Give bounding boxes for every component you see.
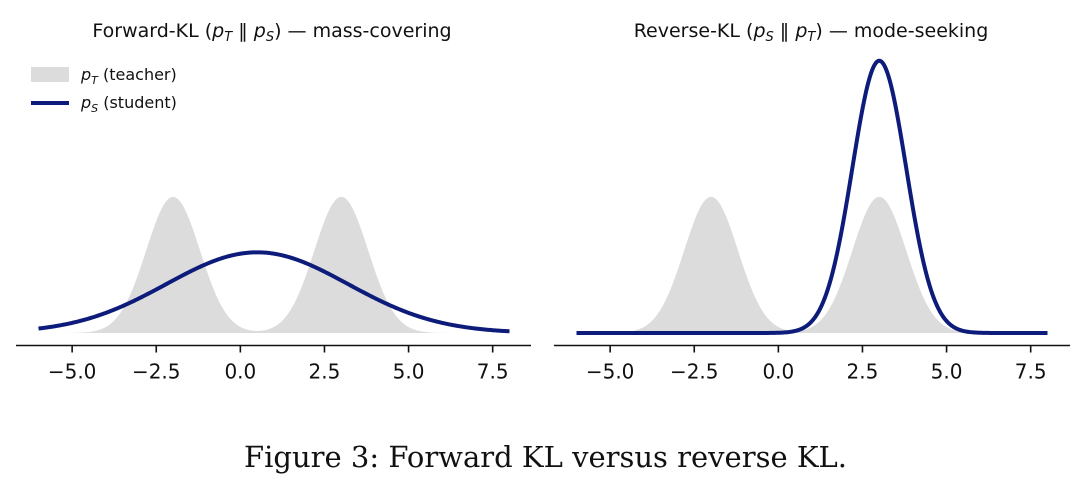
- panel-title-forward-kl: Forward-KL (pT ‖ pS) — mass-covering: [92, 20, 451, 45]
- legend-label-student: pS (student): [80, 93, 177, 115]
- x-tick-label: −2.5: [132, 360, 181, 384]
- x-tick-label: 5.0: [393, 360, 425, 384]
- legend: pT (teacher) pS (student): [31, 65, 177, 115]
- x-tick-label: 2.5: [309, 360, 341, 384]
- x-tick-label: 0.0: [224, 360, 256, 384]
- student-density-line-reverse-kl: [575, 58, 1049, 335]
- x-tick-label: −5.0: [586, 360, 635, 384]
- plot-area-reverse-kl: [575, 58, 1049, 335]
- x-tick-label: 7.5: [477, 360, 509, 384]
- x-axis-ticks-forward-kl: −5.0 −2.5 0.0 2.5 5.0 7.5: [48, 345, 509, 384]
- legend-swatch-teacher: [31, 67, 69, 82]
- x-tick-label: −5.0: [48, 360, 97, 384]
- legend-label-teacher: pT (teacher): [80, 65, 177, 87]
- panel-forward-kl: Forward-KL (pT ‖ pS) — mass-covering −5.…: [16, 20, 531, 384]
- x-axis-ticks-reverse-kl: −5.0 −2.5 0.0 2.5 5.0 7.5: [586, 345, 1047, 384]
- x-tick-label: 5.0: [931, 360, 963, 384]
- teacher-density-area-forward-kl: [38, 196, 510, 333]
- teacher-density-area-reverse-kl: [576, 196, 1048, 333]
- plot-area-forward-kl: [37, 196, 511, 334]
- panel-reverse-kl: Reverse-KL (pS ‖ pT) — mode-seeking −5.0…: [554, 20, 1070, 384]
- student-density-line-forward-kl: [37, 250, 511, 334]
- figure-caption: Figure 3: Forward KL versus reverse KL.: [244, 440, 847, 474]
- x-tick-label: −2.5: [670, 360, 719, 384]
- x-tick-label: 0.0: [762, 360, 794, 384]
- x-tick-label: 7.5: [1015, 360, 1047, 384]
- panel-title-reverse-kl: Reverse-KL (pS ‖ pT) — mode-seeking: [634, 20, 989, 45]
- x-tick-label: 2.5: [847, 360, 879, 384]
